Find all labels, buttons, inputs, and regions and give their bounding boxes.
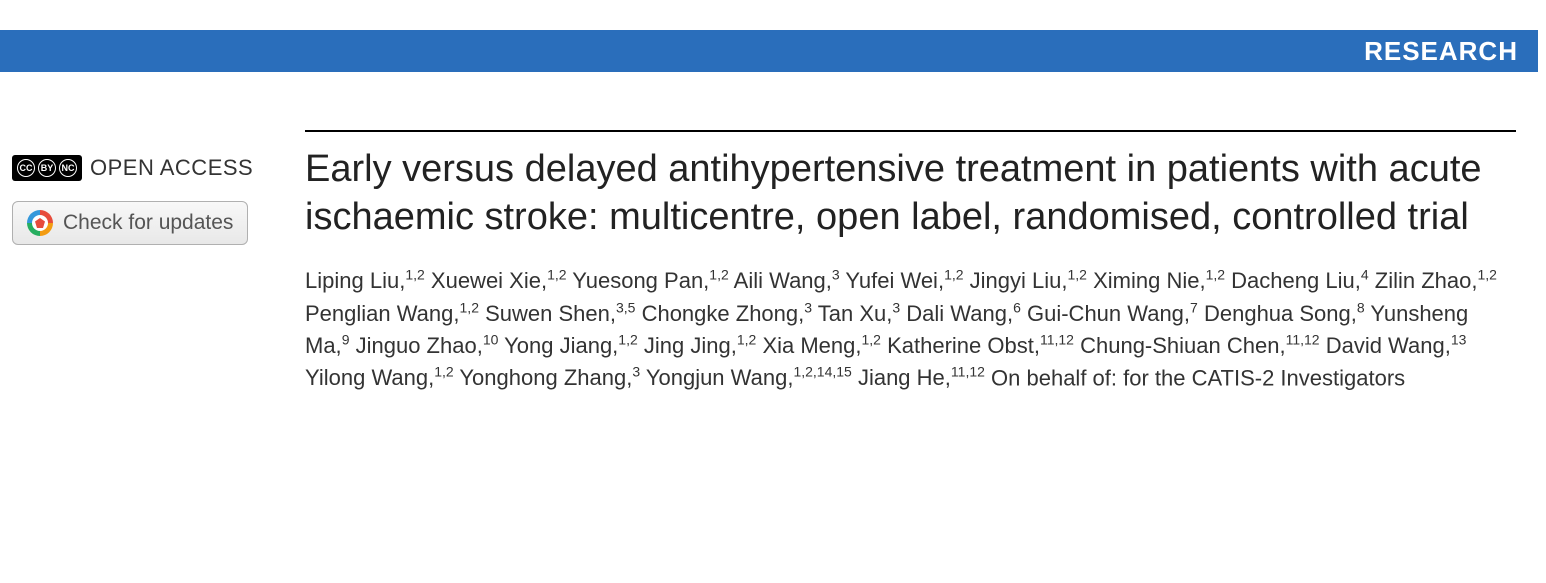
author-affiliation: 3 bbox=[804, 299, 812, 315]
author-affiliation: 1,2 bbox=[405, 267, 424, 283]
author-affiliation: 9 bbox=[342, 331, 350, 347]
author: Zilin Zhao,1,2 bbox=[1375, 268, 1497, 293]
cc-icon: CC bbox=[17, 159, 35, 177]
section-label: RESEARCH bbox=[1364, 36, 1518, 67]
author: Xia Meng,1,2 bbox=[762, 333, 887, 358]
author-affiliation: 3 bbox=[832, 267, 840, 283]
by-icon: BY bbox=[38, 159, 56, 177]
sidebar: CC BY NC OPEN ACCESS Check for updates bbox=[12, 155, 282, 245]
author-affiliation: 1,2 bbox=[618, 331, 637, 347]
group-authorship: On behalf of: for the CATIS-2 Investigat… bbox=[991, 365, 1405, 390]
cc-license-icon: CC BY NC bbox=[12, 155, 82, 181]
section-banner: RESEARCH bbox=[0, 30, 1538, 72]
author: Jingyi Liu,1,2 bbox=[970, 268, 1093, 293]
author-affiliation: 13 bbox=[1451, 331, 1467, 347]
author-affiliation: 1,2 bbox=[434, 364, 453, 380]
author-affiliation: 3 bbox=[632, 364, 640, 380]
author: Xuewei Xie,1,2 bbox=[431, 268, 572, 293]
author: Suwen Shen,3,5 bbox=[485, 301, 641, 326]
author: Penglian Wang,1,2 bbox=[305, 301, 485, 326]
title-rule bbox=[305, 130, 1516, 132]
author-affiliation: 1,2 bbox=[862, 331, 881, 347]
author-affiliation: 1,2 bbox=[1068, 267, 1087, 283]
author: Ximing Nie,1,2 bbox=[1093, 268, 1231, 293]
author: David Wang,13 bbox=[1326, 333, 1467, 358]
nc-icon: NC bbox=[59, 159, 77, 177]
author: Gui-Chun Wang,7 bbox=[1027, 301, 1204, 326]
author-affiliation: 1,2,14,15 bbox=[793, 364, 851, 380]
author: Jinguo Zhao,10 bbox=[356, 333, 505, 358]
author-affiliation: 1,2 bbox=[460, 299, 479, 315]
author: Yuesong Pan,1,2 bbox=[572, 268, 733, 293]
author: Liping Liu,1,2 bbox=[305, 268, 431, 293]
author-list: Liping Liu,1,2Xuewei Xie,1,2Yuesong Pan,… bbox=[305, 265, 1516, 394]
author-affiliation: 10 bbox=[483, 331, 499, 347]
author-affiliation: 3 bbox=[892, 299, 900, 315]
author-affiliation: 7 bbox=[1190, 299, 1198, 315]
author: Tan Xu,3 bbox=[818, 301, 907, 326]
author: Yilong Wang,1,2 bbox=[305, 365, 459, 390]
author: Chongke Zhong,3 bbox=[642, 301, 818, 326]
crossmark-icon bbox=[27, 210, 53, 236]
article-header: Early versus delayed antihypertensive tr… bbox=[305, 130, 1516, 394]
open-access-label: OPEN ACCESS bbox=[90, 155, 253, 181]
author-affiliation: 1,2 bbox=[547, 267, 566, 283]
check-updates-button[interactable]: Check for updates bbox=[12, 201, 248, 245]
author-affiliation: 1,2 bbox=[1477, 267, 1496, 283]
author: Yufei Wei,1,2 bbox=[845, 268, 969, 293]
author-affiliation: 11,12 bbox=[1286, 331, 1320, 347]
author-affiliation: 1,2 bbox=[1206, 267, 1225, 283]
author: Dali Wang,6 bbox=[906, 301, 1027, 326]
author-affiliation: 8 bbox=[1357, 299, 1365, 315]
author: Yongjun Wang,1,2,14,15 bbox=[646, 365, 858, 390]
open-access-badge: CC BY NC OPEN ACCESS bbox=[12, 155, 282, 181]
author-affiliation: 4 bbox=[1361, 267, 1369, 283]
author: Aili Wang,3 bbox=[734, 268, 846, 293]
author-affiliation: 1,2 bbox=[944, 267, 963, 283]
article-title: Early versus delayed antihypertensive tr… bbox=[305, 146, 1516, 241]
author: Dacheng Liu,4 bbox=[1231, 268, 1375, 293]
author: Jiang He,11,12 bbox=[858, 365, 991, 390]
author: Katherine Obst,11,12 bbox=[887, 333, 1080, 358]
author: Jing Jing,1,2 bbox=[644, 333, 763, 358]
author-affiliation: 1,2 bbox=[709, 267, 728, 283]
author-affiliation: 6 bbox=[1013, 299, 1021, 315]
author: Yong Jiang,1,2 bbox=[504, 333, 644, 358]
author-affiliation: 3,5 bbox=[616, 299, 635, 315]
author-affiliation: 1,2 bbox=[737, 331, 756, 347]
author: Yonghong Zhang,3 bbox=[459, 365, 645, 390]
check-updates-label: Check for updates bbox=[63, 211, 233, 235]
author-affiliation: 11,12 bbox=[1040, 331, 1074, 347]
author: Denghua Song,8 bbox=[1204, 301, 1370, 326]
author: Chung-Shiuan Chen,11,12 bbox=[1080, 333, 1326, 358]
author-affiliation: 11,12 bbox=[951, 364, 985, 380]
